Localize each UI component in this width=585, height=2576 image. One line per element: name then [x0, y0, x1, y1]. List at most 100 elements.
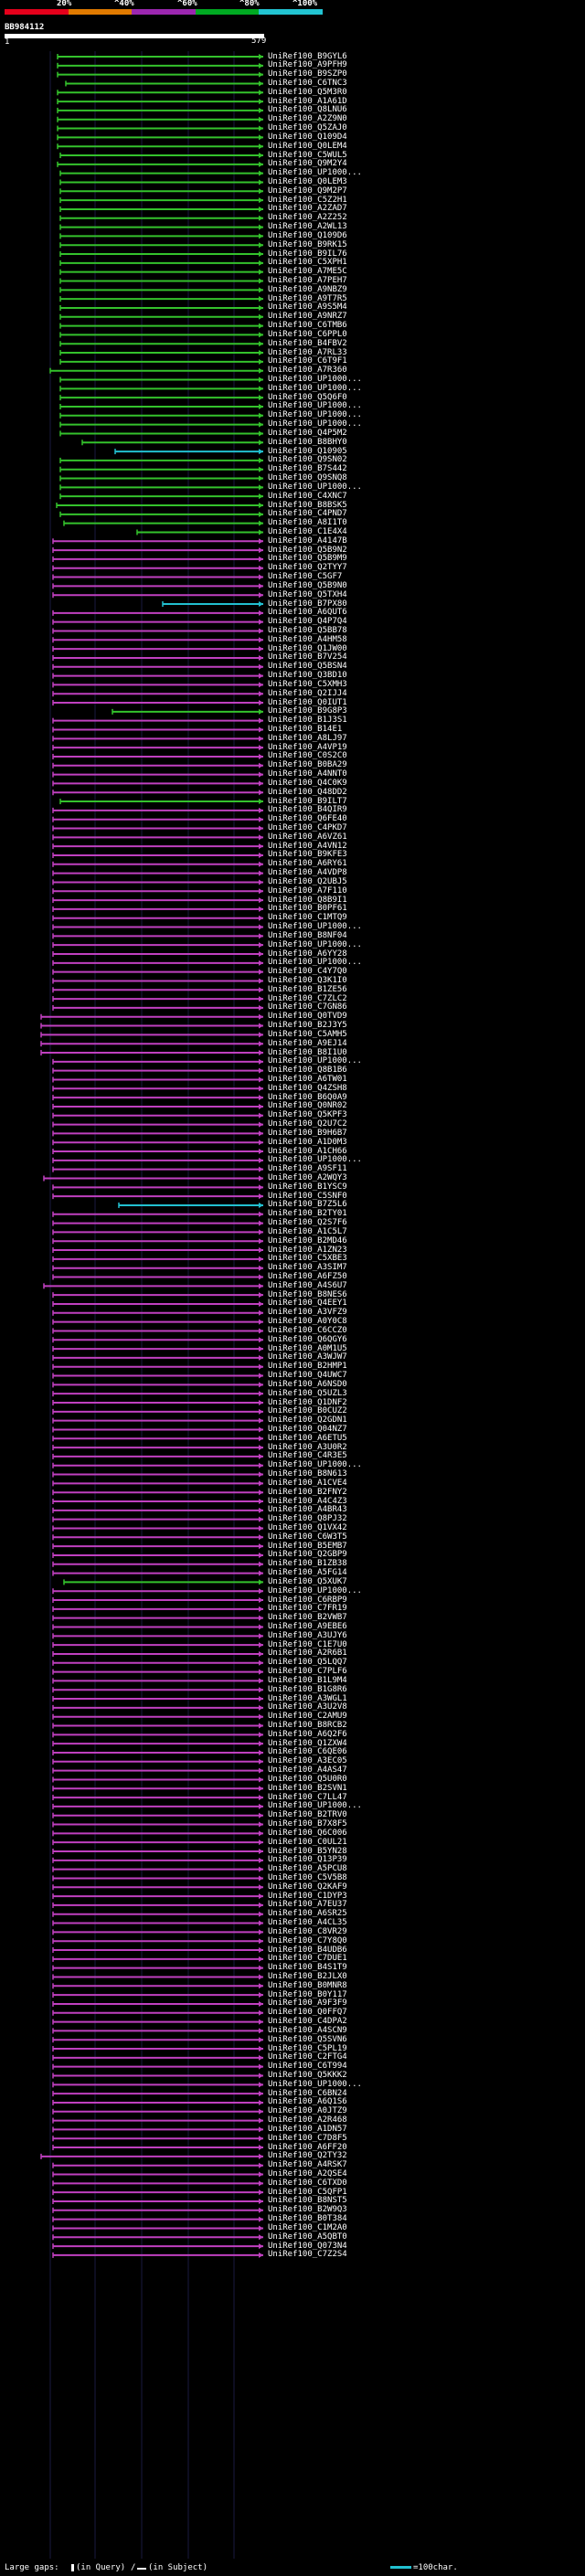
hit-id-label[interactable]: UniRef100_C7FR19 [268, 1604, 347, 1614]
hit-id-label[interactable]: UniRef100_B2MD46 [268, 1235, 347, 1246]
hit-id-label[interactable]: UniRef100_A4BR43 [268, 1505, 347, 1515]
hit-id-label[interactable]: UniRef100_C6RBP9 [268, 1595, 347, 1605]
hit-id-label[interactable]: UniRef100_A1ZN23 [268, 1245, 347, 1255]
hit-id-label[interactable]: UniRef100_C7DUE1 [268, 1954, 347, 1964]
hit-id-label[interactable]: UniRef100_C7D8F5 [268, 2133, 347, 2143]
hit-id-label[interactable]: UniRef100_A5FG14 [268, 1568, 347, 1578]
hit-id-label[interactable]: UniRef100_B9ILT7 [268, 796, 347, 806]
hit-id-label[interactable]: UniRef100_B7V254 [268, 652, 347, 663]
hit-id-label[interactable]: UniRef100_Q0LEM3 [268, 176, 347, 186]
hit-id-label[interactable]: UniRef100_C5Z2H1 [268, 195, 347, 205]
hit-id-label[interactable]: UniRef100_UP1000... [268, 1155, 362, 1165]
hit-id-label[interactable]: UniRef100_A6RY61 [268, 859, 347, 869]
hit-id-label[interactable]: UniRef100_Q2S7F6 [268, 1218, 347, 1228]
hit-id-label[interactable]: UniRef100_B4QIR9 [268, 805, 347, 815]
hit-id-label[interactable]: UniRef100_B6Q0A9 [268, 1092, 347, 1102]
hit-id-label[interactable]: UniRef100_B2VWB7 [268, 1613, 347, 1623]
hit-id-label[interactable]: UniRef100_A6FZ50 [268, 1272, 347, 1282]
hit-id-label[interactable]: UniRef100_C0S2C0 [268, 751, 347, 761]
hit-id-label[interactable]: UniRef100_C5QFP1 [268, 2187, 347, 2197]
hit-id-label[interactable]: UniRef100_A8LJ97 [268, 733, 347, 743]
hit-id-label[interactable]: UniRef100_B2W9Q3 [268, 2205, 347, 2215]
hit-id-label[interactable]: UniRef100_Q0TVD9 [268, 1012, 347, 1022]
hit-id-label[interactable]: UniRef100_B8BSK5 [268, 500, 347, 510]
hit-id-label[interactable]: UniRef100_Q5BSN4 [268, 662, 347, 672]
hit-id-label[interactable]: UniRef100_B1ZE56 [268, 984, 347, 994]
hit-id-label[interactable]: UniRef100_Q5KKK2 [268, 2071, 347, 2080]
hit-id-label[interactable]: UniRef100_B4UDB6 [268, 1945, 347, 1955]
hit-id-label[interactable]: UniRef100_A3SIM7 [268, 1263, 347, 1273]
hit-id-label[interactable]: UniRef100_B8NST5 [268, 2196, 347, 2206]
hit-id-label[interactable]: UniRef100_C7GN86 [268, 1002, 347, 1012]
hit-id-label[interactable]: UniRef100_C4PKD7 [268, 823, 347, 833]
hit-id-label[interactable]: UniRef100_B9G8P3 [268, 706, 347, 716]
hit-id-label[interactable]: UniRef100_C8VR29 [268, 1926, 347, 1936]
hit-id-label[interactable]: UniRef100_Q6C006 [268, 1828, 347, 1838]
hit-id-label[interactable]: UniRef100_A2R468 [268, 2115, 347, 2125]
hit-id-label[interactable]: UniRef100_Q5BB78 [268, 625, 347, 635]
hit-id-label[interactable]: UniRef100_Q9SNQ8 [268, 473, 347, 483]
hit-id-label[interactable]: UniRef100_B2FNY2 [268, 1487, 347, 1497]
hit-id-label[interactable]: UniRef100_UP1000... [268, 401, 362, 411]
hit-id-label[interactable]: UniRef100_Q8B9I1 [268, 895, 347, 905]
hit-id-label[interactable]: UniRef100_C7ZLC2 [268, 993, 347, 1003]
hit-id-label[interactable]: UniRef100_A6QUT6 [268, 608, 347, 618]
hit-id-label[interactable]: UniRef100_B8BHY0 [268, 437, 347, 447]
hit-id-label[interactable]: UniRef100_B2SVN1 [268, 1783, 347, 1793]
hit-id-label[interactable]: UniRef100_B7X8F5 [268, 1819, 347, 1829]
hit-id-label[interactable]: UniRef100_C7LL47 [268, 1792, 347, 1802]
hit-id-label[interactable]: UniRef100_Q4P7Q4 [268, 617, 347, 627]
hit-id-label[interactable]: UniRef100_Q0IUT1 [268, 697, 347, 707]
hit-id-label[interactable]: UniRef100_C6W3T5 [268, 1532, 347, 1542]
hit-id-label[interactable]: UniRef100_A9F3F9 [268, 1998, 347, 2009]
hit-id-label[interactable]: UniRef100_B0CUZ2 [268, 1406, 347, 1416]
hit-id-label[interactable]: UniRef100_UP1000... [268, 482, 362, 492]
hit-id-label[interactable]: UniRef100_B2TRV0 [268, 1810, 347, 1820]
hit-id-label[interactable]: UniRef100_B5EMB7 [268, 1541, 347, 1551]
hit-id-label[interactable]: UniRef100_Q2TY32 [268, 2151, 347, 2161]
hit-id-label[interactable]: UniRef100_B1ZB38 [268, 1559, 347, 1569]
hit-id-label[interactable]: UniRef100_A0Y0C8 [268, 1317, 347, 1327]
hit-id-label[interactable]: UniRef100_C0UL21 [268, 1837, 347, 1847]
hit-id-label[interactable]: UniRef100_A3WGL1 [268, 1693, 347, 1703]
hit-id-label[interactable]: UniRef100_Q4ZSH8 [268, 1083, 347, 1093]
hit-id-label[interactable]: UniRef100_Q5B9N0 [268, 580, 347, 590]
hit-id-label[interactable]: UniRef100_C6QE06 [268, 1747, 347, 1757]
hit-id-label[interactable]: UniRef100_B0Y117 [268, 1989, 347, 1999]
hit-id-label[interactable]: UniRef100_Q109D4 [268, 132, 347, 142]
hit-id-label[interactable]: UniRef100_B8NES6 [268, 1289, 347, 1299]
hit-id-label[interactable]: UniRef100_A7PEH7 [268, 276, 347, 285]
hit-id-label[interactable]: UniRef100_C5V5B8 [268, 1872, 347, 1882]
hit-id-label[interactable]: UniRef100_A2QSE4 [268, 2169, 347, 2179]
hit-id-label[interactable]: UniRef100_C1M2A0 [268, 2222, 347, 2232]
hit-id-label[interactable]: UniRef100_Q8LNU6 [268, 105, 347, 115]
hit-id-label[interactable]: UniRef100_Q5TXH4 [268, 589, 347, 599]
hit-id-label[interactable]: UniRef100_C5XMH3 [268, 679, 347, 689]
hit-id-label[interactable]: UniRef100_Q5B9M9 [268, 554, 347, 564]
hit-id-label[interactable]: UniRef100_Q04NZ7 [268, 1424, 347, 1434]
hit-id-label[interactable]: UniRef100_B8NF04 [268, 930, 347, 940]
hit-id-label[interactable]: UniRef100_A2WL13 [268, 222, 347, 232]
hit-id-label[interactable]: UniRef100_B4FBV2 [268, 338, 347, 348]
hit-id-label[interactable]: UniRef100_C2FTG4 [268, 2052, 347, 2062]
hit-id-label[interactable]: UniRef100_UP1000... [268, 419, 362, 429]
hit-id-label[interactable]: UniRef100_A1DN57 [268, 2124, 347, 2134]
hit-id-label[interactable]: UniRef100_A9T7R5 [268, 293, 347, 303]
hit-id-label[interactable]: UniRef100_UP1000... [268, 375, 362, 385]
hit-id-label[interactable]: UniRef100_Q4P5M2 [268, 428, 347, 438]
hit-id-label[interactable]: UniRef100_A6VZ61 [268, 832, 347, 842]
hit-id-label[interactable]: UniRef100_A9EBE6 [268, 1622, 347, 1631]
hit-id-label[interactable]: UniRef100_Q8PJ32 [268, 1514, 347, 1524]
hit-id-label[interactable]: UniRef100_A3UJY6 [268, 1630, 347, 1640]
hit-id-label[interactable]: UniRef100_Q5M3R0 [268, 87, 347, 97]
hit-id-label[interactable]: UniRef100_B9RK15 [268, 239, 347, 249]
hit-id-label[interactable]: UniRef100_UP1000... [268, 2079, 362, 2089]
hit-id-label[interactable]: UniRef100_Q9SN02 [268, 455, 347, 465]
hit-id-label[interactable]: UniRef100_UP1000... [268, 939, 362, 949]
hit-id-label[interactable]: UniRef100_Q4UWC7 [268, 1371, 347, 1381]
hit-id-label[interactable]: UniRef100_B7PX80 [268, 599, 347, 609]
hit-id-label[interactable]: UniRef100_A1A61D [268, 96, 347, 106]
hit-id-label[interactable]: UniRef100_Q1VX42 [268, 1522, 347, 1532]
hit-id-label[interactable]: UniRef100_Q2TYY7 [268, 563, 347, 573]
hit-id-label[interactable]: UniRef100_C4PND7 [268, 509, 347, 519]
